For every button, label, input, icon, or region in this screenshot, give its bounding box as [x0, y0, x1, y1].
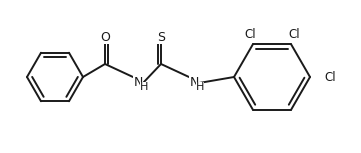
Text: Cl: Cl: [244, 28, 256, 41]
Text: H: H: [196, 82, 204, 92]
Text: Cl: Cl: [324, 71, 336, 84]
Text: N: N: [133, 75, 143, 88]
Text: O: O: [100, 30, 110, 43]
Text: S: S: [157, 30, 165, 43]
Text: N: N: [189, 75, 199, 88]
Text: Cl: Cl: [288, 28, 300, 41]
Text: H: H: [140, 82, 148, 92]
